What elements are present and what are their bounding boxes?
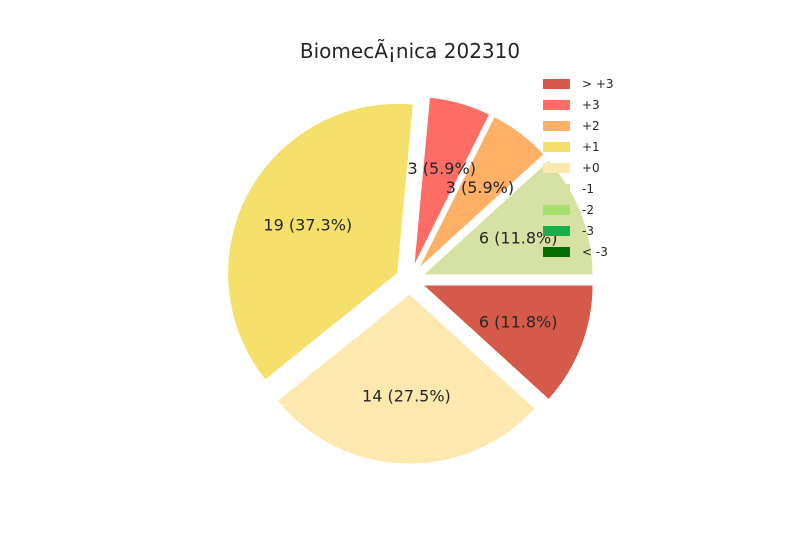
pie-slice [276,293,536,465]
legend-swatch [543,79,570,89]
slice-data-label: 14 (27.5%) [362,386,451,405]
legend-label: +2 [582,119,600,133]
pie-slice [417,115,545,270]
legend-label: < -3 [582,245,608,259]
slice-data-label: 3 (5.9%) [408,159,476,178]
pie-slice [421,284,594,401]
legend-swatch [543,247,570,257]
slice-data-label: 6 (11.8%) [479,229,558,248]
legend-swatch [543,184,570,194]
slice-data-label: 6 (11.8%) [479,312,558,331]
legend-label: +3 [582,98,600,112]
legend-label: -1 [582,182,594,196]
legend-swatch [543,205,570,215]
pie-labels: 6 (11.8%) 3 (5.9%)3 (5.9%) 19 (37.3%) 14 (2… [263,159,557,406]
pie-slice [413,96,491,267]
legend-label: -2 [582,203,594,217]
legend-swatch [543,100,570,110]
legend-label: +1 [582,140,600,154]
pie-slices [227,96,594,465]
legend-label: -3 [582,224,594,238]
slice-data-label: 19 (37.3%) [263,216,352,235]
legend-swatch [543,163,570,173]
legend-swatch [543,121,570,131]
chart-title: BiomecÃ¡nica 202310 [300,39,520,63]
legend-swatch [543,142,570,152]
pie-slice [227,102,414,381]
slice-data-label: 3 (5.9%) [446,178,514,197]
legend: > +3 +3 +2 +1 +0 -1 -2 -3 < -3 [543,77,614,259]
legend-label: +0 [582,161,600,175]
legend-swatch [543,226,570,236]
legend-label: > +3 [582,77,614,91]
